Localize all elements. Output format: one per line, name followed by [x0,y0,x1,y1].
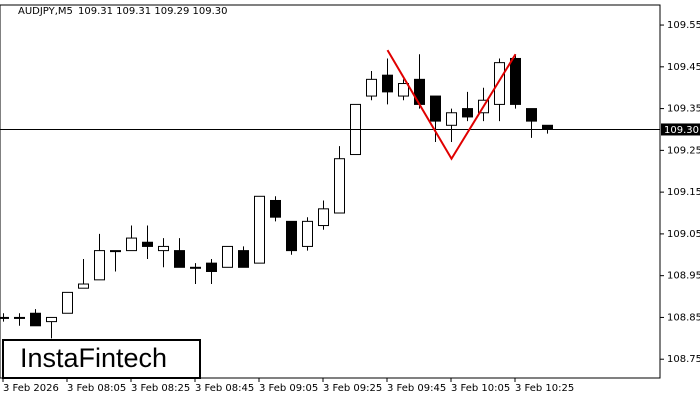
candle-body [254,195,265,264]
x-tick-label: 3 Feb 08:25 [131,383,190,394]
logo: InstaFintech [20,343,167,373]
x-tick-label: 3 Feb 09:05 [259,383,318,394]
candle-body [270,199,281,218]
x-tick-label: 3 Feb 10:25 [515,383,574,394]
y-tick-label: 108.85 [667,312,700,323]
candle-body [0,316,9,319]
plot-frame [0,4,661,379]
pattern-line [386,49,517,161]
candle-body [446,112,457,126]
candle-body [142,241,153,247]
y-tick-label: 109.05 [667,229,700,240]
x-tick-label: 3 Feb 08:05 [67,383,126,394]
logo-box [2,339,201,379]
y-tick-label: 109.45 [667,62,700,73]
symbol: AUDJPY,M5 [18,6,73,17]
candle-body [14,316,25,319]
candle-body [414,78,425,105]
candle-body [398,83,409,97]
candle-body [158,245,169,252]
y-tick-label: 109.25 [667,145,700,156]
candle-body [30,312,41,327]
price-label: 109.30 [664,125,699,136]
y-tick-label: 109.35 [667,104,700,115]
y-tick-label: 108.95 [667,271,700,282]
candle-body [542,124,553,130]
candle-body [174,250,185,268]
plot: 108.75 108.85 108.95 109.05 109.15 109.25 109.… [0,20,700,394]
candle-body [334,158,345,214]
x-tick-label: 3 Feb 08:45 [195,383,254,394]
candle-body [366,78,377,97]
x-tick-label: 3 Feb 2026 [3,383,59,394]
candle-body [78,283,89,289]
candle-body [46,316,57,323]
candle-body [462,108,473,118]
candle-body [318,208,329,227]
x-tick-label: 3 Feb 09:45 [387,383,446,394]
candle-body [510,57,521,105]
candle-body [62,291,73,314]
candle-body [494,62,505,105]
candle-body [206,262,217,272]
quote: 109.31 109.31 109.29 109.30 [78,6,228,17]
candle-body [110,250,121,253]
candle-body [222,245,233,268]
candle-body [286,220,297,252]
x-tick-label: 3 Feb 10:05 [451,383,510,394]
candle-body [382,74,393,93]
y-tick-label: 109.55 [667,20,700,31]
candle-body [238,250,249,268]
candle-body [126,237,137,252]
candle-body [190,266,201,269]
x-tick-label: 3 Feb 09:25 [323,383,382,394]
candle-body [302,220,313,247]
candle-body [94,250,105,281]
price-label-box [661,123,700,136]
y-tick-label: 108.75 [667,354,700,365]
y-tick-label: 109.15 [667,187,700,198]
candle-body [430,95,441,122]
candle-body [526,108,537,122]
